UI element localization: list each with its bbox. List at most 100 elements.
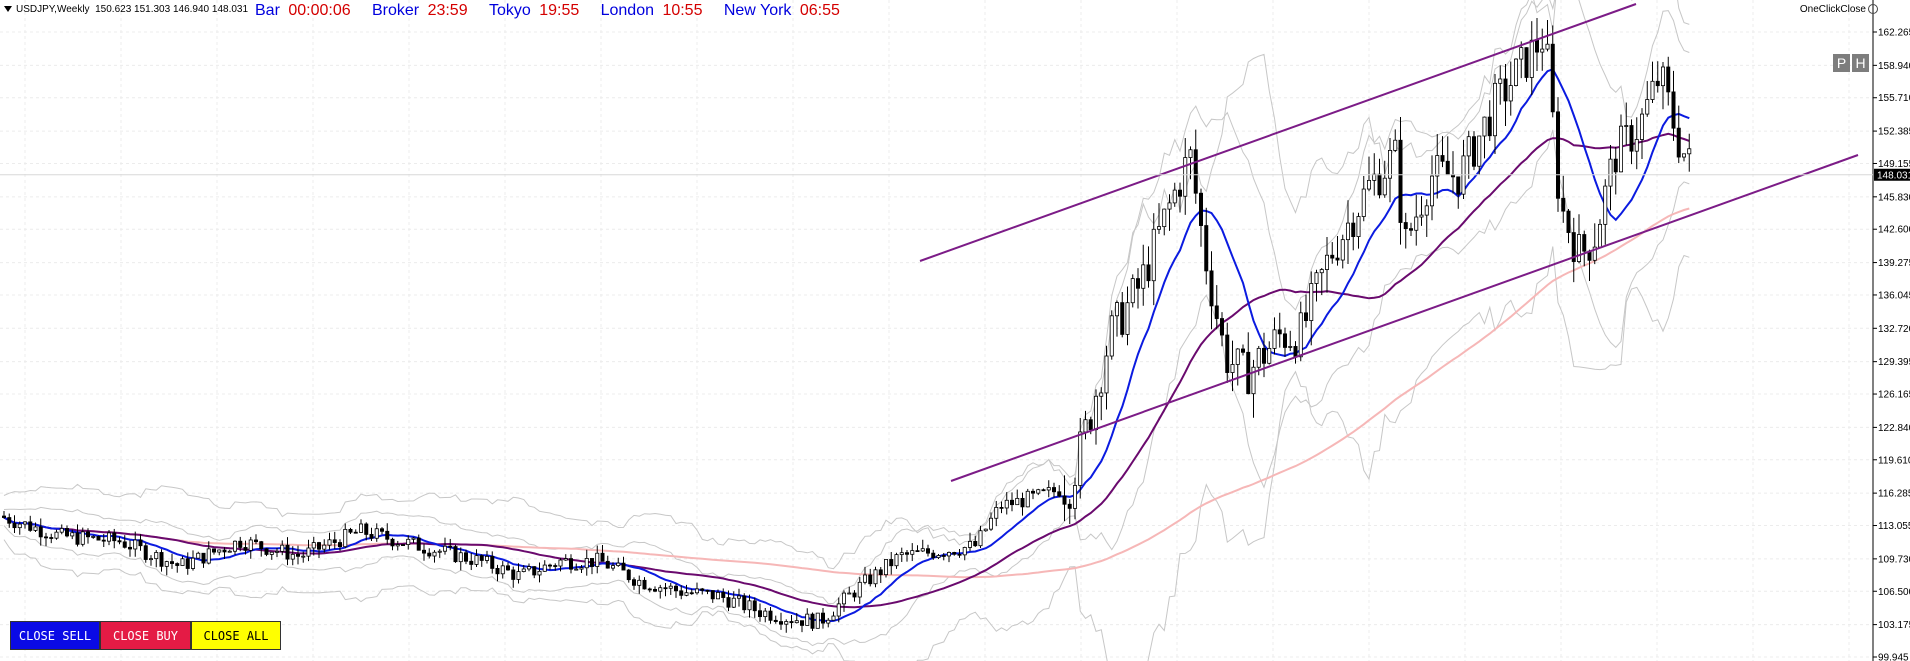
price-tick-label: 103.175 <box>1878 620 1910 631</box>
price-tick-label: 116.285 <box>1878 489 1910 500</box>
candle-body <box>222 549 227 553</box>
candle-body <box>558 559 563 567</box>
candle-body <box>1157 226 1162 230</box>
candle-body <box>611 565 616 569</box>
candle-body <box>80 531 85 545</box>
candle-body <box>926 548 931 554</box>
candle-body <box>1419 214 1424 218</box>
candle-body <box>469 560 474 565</box>
candle-body <box>1519 47 1524 60</box>
price-tick-label: 162.265 <box>1878 28 1910 39</box>
candle-body <box>842 592 847 605</box>
candle-body <box>1241 348 1246 353</box>
candle-body <box>1183 157 1188 197</box>
candle-body <box>910 550 915 555</box>
candle-body <box>1115 302 1120 317</box>
candle-body <box>143 545 148 560</box>
candle-body <box>290 553 295 560</box>
candle-body <box>1445 160 1450 176</box>
candle-body <box>1062 495 1067 505</box>
candle-body <box>1125 302 1130 335</box>
candle-body <box>1340 239 1345 261</box>
candle-body <box>427 552 432 557</box>
candle-body <box>605 560 610 569</box>
candle-body <box>1193 149 1198 194</box>
candle-body <box>737 595 742 599</box>
candle-body <box>590 558 595 567</box>
price-tick-label: 132.720 <box>1878 324 1910 335</box>
candle-body <box>1041 489 1046 492</box>
candle-body <box>1272 329 1277 349</box>
candle-body <box>1262 347 1267 364</box>
candle-body <box>663 587 668 590</box>
candle-body <box>653 588 658 592</box>
clock-bar: Bar 00:00:06 <box>255 2 351 19</box>
envelope-line <box>3 0 1690 570</box>
candle-body <box>647 588 652 591</box>
candle-body <box>1151 228 1156 282</box>
oneclickclose-label[interactable]: OneClickClose <box>1800 4 1878 15</box>
candle-body <box>710 590 715 600</box>
candle-body <box>1067 503 1072 509</box>
candle-body <box>1592 246 1597 261</box>
candle-body <box>1624 125 1629 127</box>
candle-body <box>1283 333 1288 348</box>
dropdown-triangle-icon[interactable] <box>4 6 12 13</box>
candle-body <box>852 592 857 598</box>
candle-body <box>86 531 91 538</box>
price-tick-label: 155.710 <box>1878 93 1910 104</box>
candle-body <box>484 555 489 561</box>
candle-body <box>112 532 117 542</box>
candle-body <box>1540 48 1545 53</box>
candle-body <box>479 555 484 561</box>
candle-body <box>1556 111 1561 199</box>
candle-body <box>1141 264 1146 289</box>
candle-body <box>390 538 395 547</box>
candle-body <box>952 552 957 555</box>
candle-body <box>442 545 447 552</box>
candle-body <box>353 531 358 534</box>
price-tick-label: 136.045 <box>1878 290 1910 301</box>
candle-body <box>1288 346 1293 348</box>
clock-london: London 10:55 <box>600 2 703 19</box>
price-tick-label: 126.165 <box>1878 390 1910 401</box>
p-button[interactable]: P <box>1833 54 1850 72</box>
candle-body <box>1477 135 1482 167</box>
candle-body <box>1172 189 1177 204</box>
candle-body <box>164 561 169 567</box>
close-buy-button[interactable]: CLOSE BUY <box>100 621 191 650</box>
close-sell-button[interactable]: CLOSE SELL <box>10 621 100 650</box>
candle-body <box>968 540 973 548</box>
candle-body <box>1214 305 1219 319</box>
close-all-button[interactable]: CLOSE ALL <box>191 621 281 650</box>
candle-body <box>868 574 873 585</box>
price-axis: 162.265 158.940 155.710 152.385 149.155 145.8… <box>0 28 1910 661</box>
candle-body <box>448 545 453 548</box>
candle-body <box>574 568 579 571</box>
candle-body <box>1020 497 1025 508</box>
candle-body <box>1671 91 1676 129</box>
price-tick-label: 122.840 <box>1878 423 1910 434</box>
candle-body <box>490 555 495 569</box>
symbol-info: USDJPY,Weekly 150.623 151.303 146.940 14… <box>4 4 248 24</box>
candle-body <box>1634 139 1639 152</box>
candle-body <box>931 552 936 559</box>
candle-body <box>752 600 757 612</box>
candle-body <box>784 621 789 625</box>
candle-body <box>1655 80 1660 87</box>
price-tick-label: 142.600 <box>1878 225 1910 236</box>
candle-body <box>1330 254 1335 259</box>
candle-body <box>878 569 883 576</box>
candle-body <box>548 564 553 567</box>
candle-body <box>1367 180 1372 190</box>
h-button[interactable]: H <box>1852 54 1869 72</box>
candle-body <box>1046 487 1051 491</box>
candle-body <box>905 552 910 555</box>
candle-body <box>962 547 967 556</box>
candle-body <box>395 544 400 547</box>
candle-body <box>1309 283 1314 321</box>
candle-body <box>805 613 810 626</box>
